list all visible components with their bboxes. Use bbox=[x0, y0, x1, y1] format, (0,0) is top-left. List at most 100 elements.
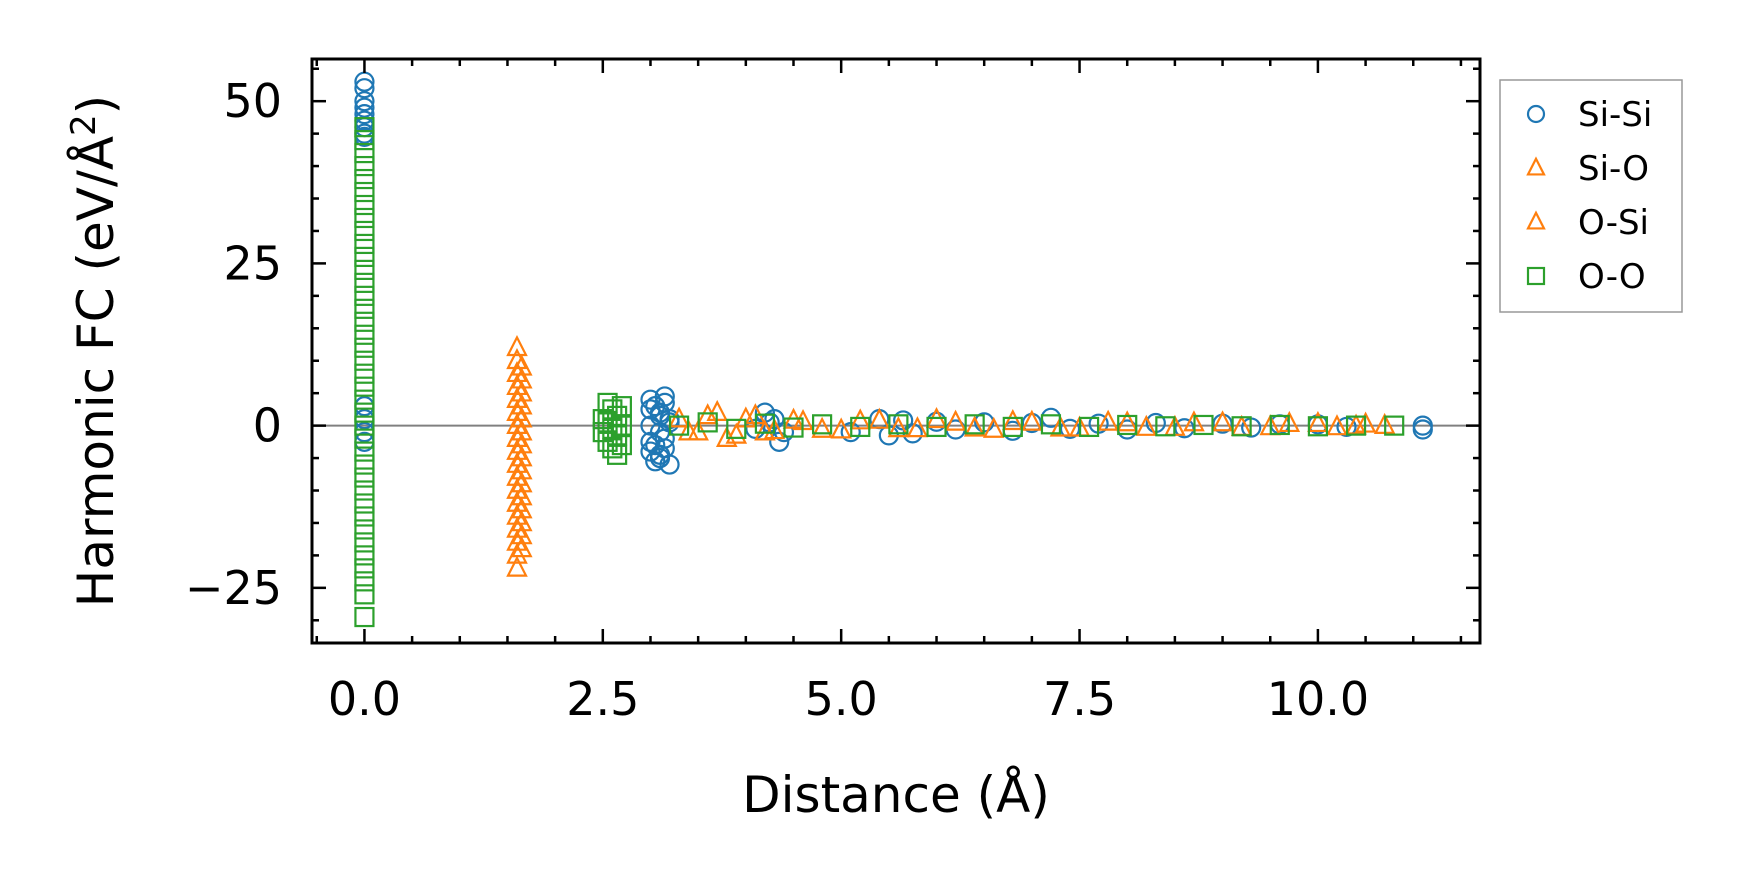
point-o-si bbox=[982, 416, 1005, 438]
point-o-o bbox=[1307, 416, 1329, 437]
point-si-o bbox=[725, 422, 748, 444]
point-si-si bbox=[354, 97, 375, 118]
point-o-o bbox=[354, 207, 375, 229]
point-o-si bbox=[1211, 410, 1234, 432]
point-o-o bbox=[354, 467, 375, 488]
point-o-o bbox=[354, 168, 375, 190]
series-si-o bbox=[506, 334, 1396, 577]
point-o-o bbox=[354, 428, 375, 449]
point-o-o bbox=[611, 396, 632, 417]
point-o-o bbox=[354, 155, 375, 177]
point-o-o bbox=[354, 194, 375, 216]
legend-label: O-O bbox=[1578, 257, 1646, 297]
point-si-si bbox=[654, 438, 675, 459]
point-o-o bbox=[354, 545, 375, 566]
point-o-o bbox=[1345, 415, 1367, 436]
point-o-si bbox=[944, 409, 967, 431]
point-si-o bbox=[811, 416, 833, 438]
x-tick-label: 10.0 bbox=[1267, 672, 1369, 726]
point-o-o bbox=[354, 259, 375, 280]
point-si-o bbox=[1135, 414, 1158, 436]
point-si-o bbox=[1326, 414, 1348, 436]
point-si-o bbox=[510, 471, 533, 493]
point-si-si bbox=[649, 444, 671, 465]
legend-item-si-o: Si-O bbox=[1526, 149, 1649, 189]
point-si-o bbox=[510, 354, 533, 376]
point-si-o bbox=[510, 393, 533, 415]
point-si-o bbox=[510, 445, 533, 467]
point-o-o bbox=[783, 417, 804, 438]
point-o-o bbox=[668, 415, 690, 436]
point-o-o bbox=[354, 376, 375, 397]
point-si-si bbox=[654, 392, 675, 414]
point-si-o bbox=[963, 415, 986, 437]
point-o-o bbox=[354, 415, 375, 436]
point-si-o bbox=[510, 510, 533, 532]
legend-items: Si-Si Si-O O-Si O-O bbox=[1526, 95, 1652, 297]
point-si-o bbox=[510, 419, 533, 441]
legend-marker-o-si bbox=[1526, 210, 1546, 230]
legend-label: Si-Si bbox=[1578, 95, 1652, 135]
point-si-o bbox=[510, 380, 533, 402]
point-o-o bbox=[726, 418, 747, 439]
point-o-si bbox=[1307, 410, 1329, 433]
point-o-o bbox=[354, 311, 375, 332]
tick-labels-layer: 0.0 2.5 5.0 7.5 10.0 −25 0 25 50 bbox=[185, 74, 1369, 726]
x-axis-label: Distance (Å) bbox=[742, 766, 1050, 824]
series-o-o bbox=[354, 117, 1405, 628]
point-o-o bbox=[1193, 414, 1214, 436]
point-si-si bbox=[769, 431, 790, 452]
y-tick-label: 0 bbox=[253, 399, 282, 453]
y-axis-label-main: Harmonic FC (eV/Å bbox=[67, 136, 125, 607]
point-o-o bbox=[754, 413, 775, 434]
point-o-o bbox=[354, 532, 375, 553]
point-o-o bbox=[611, 434, 632, 456]
legend-label: O-Si bbox=[1578, 203, 1649, 243]
point-o-o bbox=[354, 606, 375, 628]
x-tick-label: 5.0 bbox=[805, 672, 878, 726]
point-o-o bbox=[354, 233, 375, 255]
point-si-si bbox=[354, 78, 375, 99]
point-si-si bbox=[1412, 419, 1433, 440]
point-o-o bbox=[1155, 416, 1176, 437]
point-si-o bbox=[506, 334, 528, 357]
points-layer bbox=[354, 71, 1433, 628]
point-o-o bbox=[926, 416, 947, 438]
point-o-si bbox=[754, 419, 776, 441]
x-tick-label: 7.5 bbox=[1043, 672, 1116, 726]
point-o-o bbox=[697, 412, 718, 433]
point-o-o bbox=[354, 181, 375, 203]
legend-marker-si-o bbox=[1526, 156, 1546, 176]
point-o-si bbox=[1116, 410, 1139, 432]
y-tick-label: 50 bbox=[223, 74, 282, 128]
point-si-o bbox=[510, 367, 533, 389]
point-o-o bbox=[888, 414, 909, 435]
point-o-o bbox=[1117, 414, 1138, 436]
point-o-o bbox=[354, 454, 375, 475]
point-o-o bbox=[850, 416, 871, 438]
point-si-si bbox=[354, 91, 375, 112]
x-tick-label: 2.5 bbox=[566, 672, 639, 726]
point-o-o bbox=[354, 571, 375, 592]
legend-item-si-si: Si-Si bbox=[1526, 95, 1652, 135]
point-o-si bbox=[906, 416, 929, 438]
point-o-o bbox=[354, 246, 375, 268]
ticks-layer bbox=[312, 59, 1480, 643]
point-si-o bbox=[510, 484, 533, 506]
plot-frame bbox=[310, 57, 1482, 645]
point-o-o bbox=[354, 130, 375, 151]
point-si-si bbox=[640, 441, 661, 462]
point-o-o bbox=[354, 493, 375, 514]
point-o-si bbox=[1345, 413, 1367, 435]
point-o-o bbox=[1078, 416, 1100, 438]
point-o-o bbox=[354, 285, 375, 306]
point-si-o bbox=[1002, 408, 1024, 431]
point-si-o bbox=[887, 416, 910, 438]
point-si-o bbox=[506, 555, 528, 577]
y-tick-label: 25 bbox=[223, 236, 282, 290]
point-o-o bbox=[354, 337, 375, 358]
point-o-o bbox=[354, 558, 375, 579]
legend-marker-si-si bbox=[1526, 104, 1546, 124]
y-axis-label: Harmonic FC (eV/Å2) bbox=[64, 95, 125, 607]
